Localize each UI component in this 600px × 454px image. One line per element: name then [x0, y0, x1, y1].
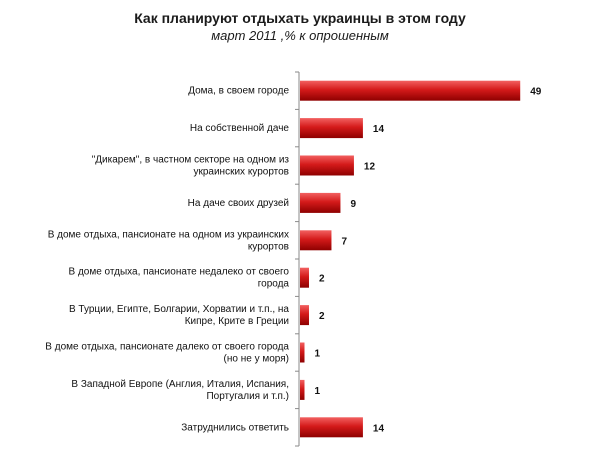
bar — [300, 267, 309, 288]
bar — [300, 192, 341, 213]
bar — [300, 155, 354, 176]
bar — [300, 379, 305, 400]
bar — [300, 342, 305, 363]
data-label: 2 — [319, 311, 325, 322]
bar — [300, 230, 332, 251]
bar — [300, 417, 363, 438]
category-label: В доме отдыха, пансионате на одном из ук… — [48, 229, 289, 252]
category-label: На собственной даче — [190, 122, 290, 134]
category-label: На даче своих друзей — [188, 198, 289, 209]
data-label: 1 — [314, 386, 320, 397]
data-label: 12 — [364, 162, 376, 173]
category-label: В доме отдыха, пансионате далеко от свое… — [45, 342, 289, 365]
category-label: Дома, в своем городе — [188, 86, 289, 97]
data-label: 14 — [373, 124, 385, 135]
data-label: 9 — [350, 199, 356, 210]
chart-title: Как планируют отдыхать украинцы в этом г… — [134, 10, 466, 26]
category-label: "Дикарем", в частном секторе на одном из… — [92, 155, 290, 178]
category-label: В доме отдыха, пансионате недалеко от св… — [69, 267, 290, 290]
data-label: 1 — [314, 349, 320, 360]
data-label: 14 — [373, 423, 385, 434]
bar — [300, 118, 363, 139]
data-label: 7 — [341, 236, 347, 247]
data-label: 49 — [530, 87, 542, 98]
chart-subtitle: март 2011 ,% к опрошенным — [211, 28, 389, 43]
category-label: В Западной Европе (Англия, Италия, Испан… — [71, 379, 289, 402]
data-label: 2 — [319, 274, 325, 285]
category-label: В Турции, Египте, Болгарии, Хорватии и т… — [69, 304, 289, 327]
category-label: Затруднились ответить — [181, 422, 289, 433]
bar — [300, 80, 521, 101]
bar — [300, 305, 309, 326]
